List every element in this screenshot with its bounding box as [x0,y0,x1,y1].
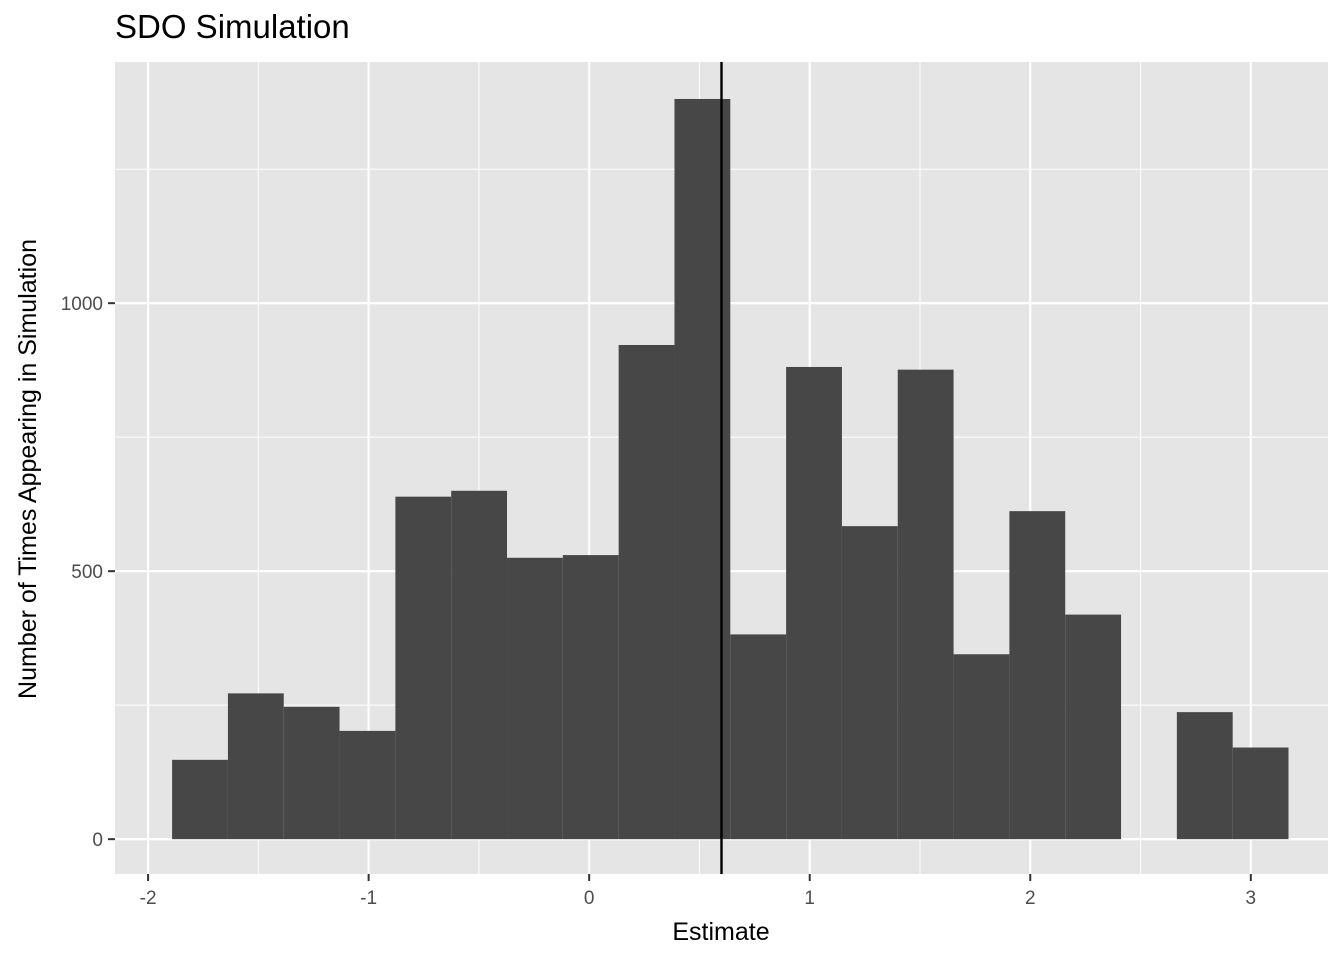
y-tick-label: 500 [71,562,103,583]
histogram-bar [227,693,284,840]
x-tick-label: -2 [140,888,157,909]
histogram-bar [507,557,563,840]
histogram-bar [1009,511,1066,840]
y-tick-label: 0 [92,830,103,851]
histogram-bar [841,526,898,840]
x-axis: -2 -1 0 1 2 3 [140,874,1256,909]
x-tick-label: 0 [584,888,595,909]
chart-title: SDO Simulation [115,8,350,45]
y-axis-title: Number of Times Appearing in Simulation [14,239,42,699]
histogram-bar [1176,712,1233,840]
histogram-bar [172,759,228,840]
histogram-bar [618,344,675,840]
histogram-bar [339,730,396,840]
histogram-bar [451,490,508,840]
histogram-bar [1232,747,1289,840]
x-axis-title: Estimate [672,918,769,946]
histogram-bar [730,634,787,840]
histogram-bar [897,369,954,840]
histogram-bar [953,654,1010,840]
x-tick-label: 1 [804,888,815,909]
y-axis: 0 500 1000 [61,294,115,851]
histogram-bars [172,98,1289,840]
y-tick-label: 1000 [61,294,103,315]
histogram-bar [562,555,619,840]
x-tick-label: 2 [1025,888,1036,909]
x-tick-label: -1 [360,888,377,909]
histogram-bar [786,366,842,840]
histogram-bar [1065,614,1122,840]
x-tick-label: 3 [1246,888,1257,909]
histogram-bar [395,496,452,840]
histogram-bar [283,706,340,840]
